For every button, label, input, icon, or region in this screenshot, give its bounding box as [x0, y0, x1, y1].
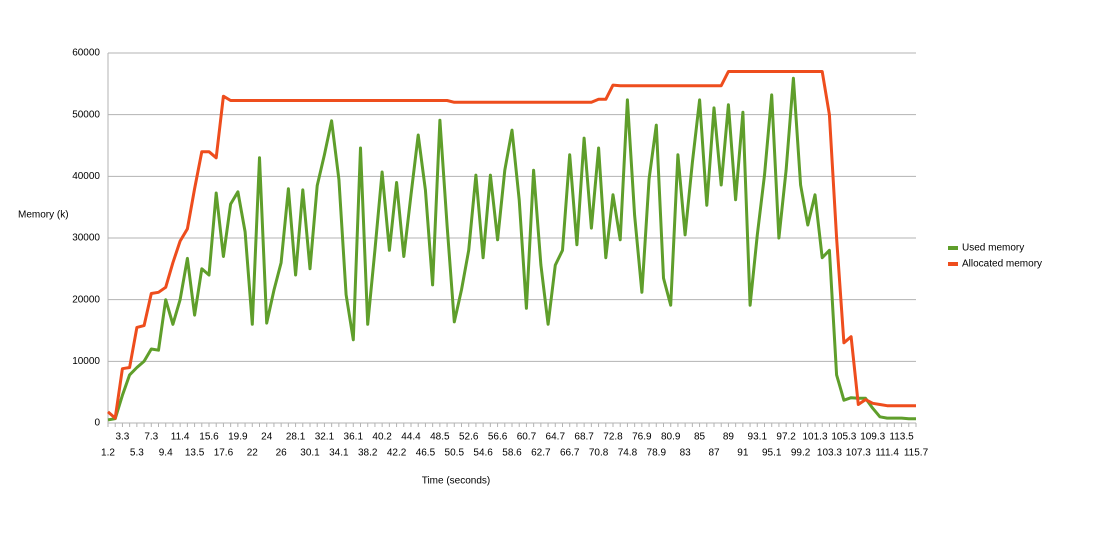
x-tick-label: 78.9 — [647, 448, 667, 459]
x-tick-label: 9.4 — [159, 448, 173, 459]
x-tick-label: 46.5 — [416, 448, 436, 459]
data-line — [107, 70, 916, 420]
x-tick-label: 111.4 — [875, 448, 899, 459]
x-tick-label: 105.3 — [831, 432, 856, 443]
x-tick-label: 58.6 — [502, 448, 522, 459]
x-tick-label: 26 — [276, 448, 288, 459]
x-tick-label: 87 — [708, 448, 720, 459]
x-tick-label: 109.3 — [860, 432, 885, 443]
x-tick-label: 24 — [261, 432, 273, 443]
x-tick-label: 76.9 — [632, 432, 652, 443]
x-tick-label: 72.8 — [603, 432, 623, 443]
x-tick-label: 40.2 — [372, 432, 392, 443]
x-axis-label: Time (seconds) — [422, 476, 491, 487]
y-tick-label: 0 — [94, 418, 100, 429]
data-line — [107, 76, 916, 422]
x-tick-label: 97.2 — [776, 432, 796, 443]
x-tick-label: 70.8 — [589, 448, 609, 459]
x-tick-label: 80.9 — [661, 432, 681, 443]
x-tick-label: 64.7 — [546, 432, 566, 443]
x-tick-label: 113.5 — [889, 432, 914, 443]
x-tick-label: 101.3 — [802, 432, 827, 443]
x-tick-label: 93.1 — [748, 432, 768, 443]
y-tick-label: 60000 — [72, 48, 100, 59]
legend-label: Allocated memory — [962, 259, 1042, 270]
x-tick-label: 3.3 — [115, 432, 129, 443]
x-tick-label: 91 — [737, 448, 749, 459]
x-tick-label: 95.1 — [762, 448, 782, 459]
x-tick-label: 19.9 — [228, 432, 248, 443]
x-tick-label: 50.5 — [445, 448, 465, 459]
y-tick-label: 40000 — [72, 171, 100, 182]
x-tick-label: 52.6 — [459, 432, 479, 443]
x-tick-label: 17.6 — [214, 448, 234, 459]
x-tick-label: 107.3 — [846, 448, 871, 459]
x-tick-label: 32.1 — [315, 432, 335, 443]
x-tick-label: 1.2 — [101, 448, 115, 459]
x-tick-label: 42.2 — [387, 448, 407, 459]
x-tick-label: 11.4 — [171, 432, 190, 443]
x-tick-label: 66.7 — [560, 448, 580, 459]
x-tick-label: 115.7 — [904, 448, 929, 459]
x-tick-label: 83 — [680, 448, 692, 459]
x-tick-label: 103.3 — [817, 448, 842, 459]
x-tick-label: 7.3 — [144, 432, 158, 443]
x-tick-label: 60.7 — [517, 432, 537, 443]
x-tick-label: 36.1 — [344, 432, 364, 443]
x-tick-label: 44.4 — [401, 432, 421, 443]
x-tick-label: 89 — [723, 432, 735, 443]
y-tick-label: 30000 — [72, 233, 100, 244]
x-tick-label: 99.2 — [791, 448, 811, 459]
x-tick-label: 13.5 — [185, 448, 205, 459]
x-tick-label: 68.7 — [574, 432, 594, 443]
x-tick-label: 62.7 — [531, 448, 551, 459]
x-tick-label: 48.5 — [430, 432, 450, 443]
x-tick-label: 74.8 — [618, 448, 638, 459]
x-tick-label: 85 — [694, 432, 706, 443]
x-tick-label: 54.6 — [473, 448, 493, 459]
y-tick-label: 50000 — [72, 109, 100, 120]
x-tick-label: 15.6 — [199, 432, 219, 443]
x-tick-label: 38.2 — [358, 448, 378, 459]
x-tick-label: 22 — [247, 448, 259, 459]
x-tick-label: 5.3 — [130, 448, 144, 459]
x-tick-label: 28.1 — [286, 432, 306, 443]
y-tick-label: 20000 — [72, 294, 100, 305]
x-tick-label: 34.1 — [329, 448, 349, 459]
x-tick-label: 56.6 — [488, 432, 508, 443]
y-axis-label: Memory (k) — [18, 210, 69, 221]
x-tick-label: 30.1 — [300, 448, 320, 459]
legend-label: Used memory — [962, 243, 1024, 254]
y-tick-label: 10000 — [72, 356, 100, 367]
